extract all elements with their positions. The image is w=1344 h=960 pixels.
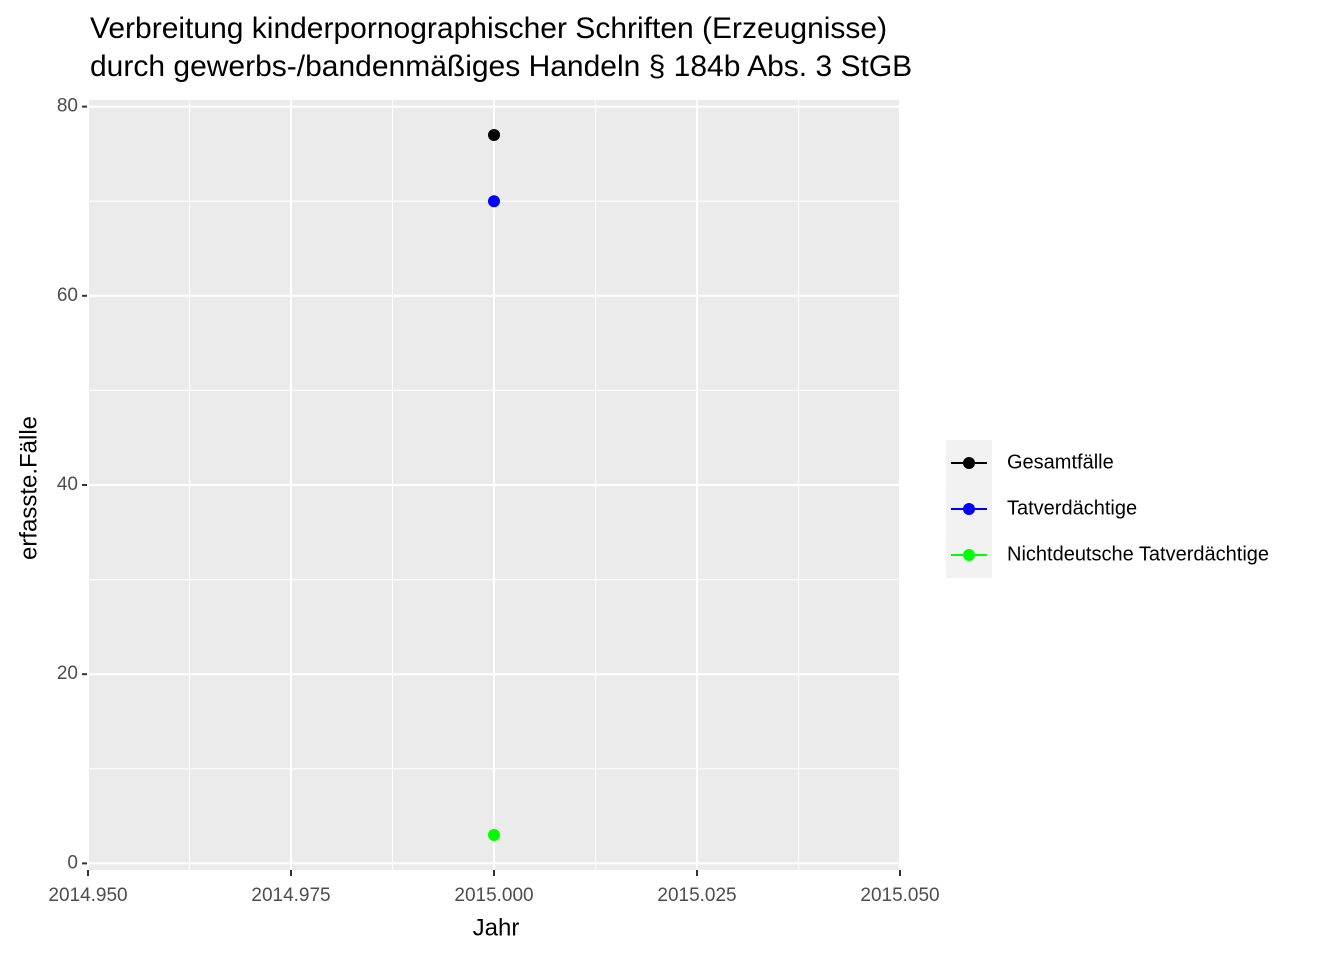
x-tick-label: 2015.025 (657, 885, 736, 906)
y-tick-label: 20 (57, 663, 78, 684)
legend-label: Tatverdächtige (1007, 497, 1137, 519)
x-tick-label: 2014.975 (251, 885, 330, 906)
point (488, 829, 500, 841)
y-tick-label: 0 (67, 852, 78, 873)
legend-key (963, 503, 975, 515)
x-axis-label: Jahr (473, 914, 520, 941)
x-tick-label: 2015.000 (454, 885, 533, 906)
y-tick-label: 80 (57, 96, 78, 117)
x-tick-label: 2014.950 (48, 885, 127, 906)
y-axis-label: erfasste.Fälle (15, 416, 42, 560)
legend-key (963, 549, 975, 561)
legend-key (963, 457, 975, 469)
y-tick-label: 60 (57, 285, 78, 306)
point (488, 129, 500, 141)
point (488, 195, 500, 208)
x-tick-label: 2015.050 (860, 885, 939, 906)
legend-label: Gesamtfälle (1007, 451, 1114, 473)
chart-title: Verbreitung kinderpornographischer Schri… (90, 12, 887, 45)
chart-title: durch gewerbs-/bandenmäßiges Handeln § 1… (90, 50, 912, 83)
legend-label: Nichtdeutsche Tatverdächtige (1007, 543, 1269, 565)
y-tick-label: 40 (57, 474, 78, 495)
